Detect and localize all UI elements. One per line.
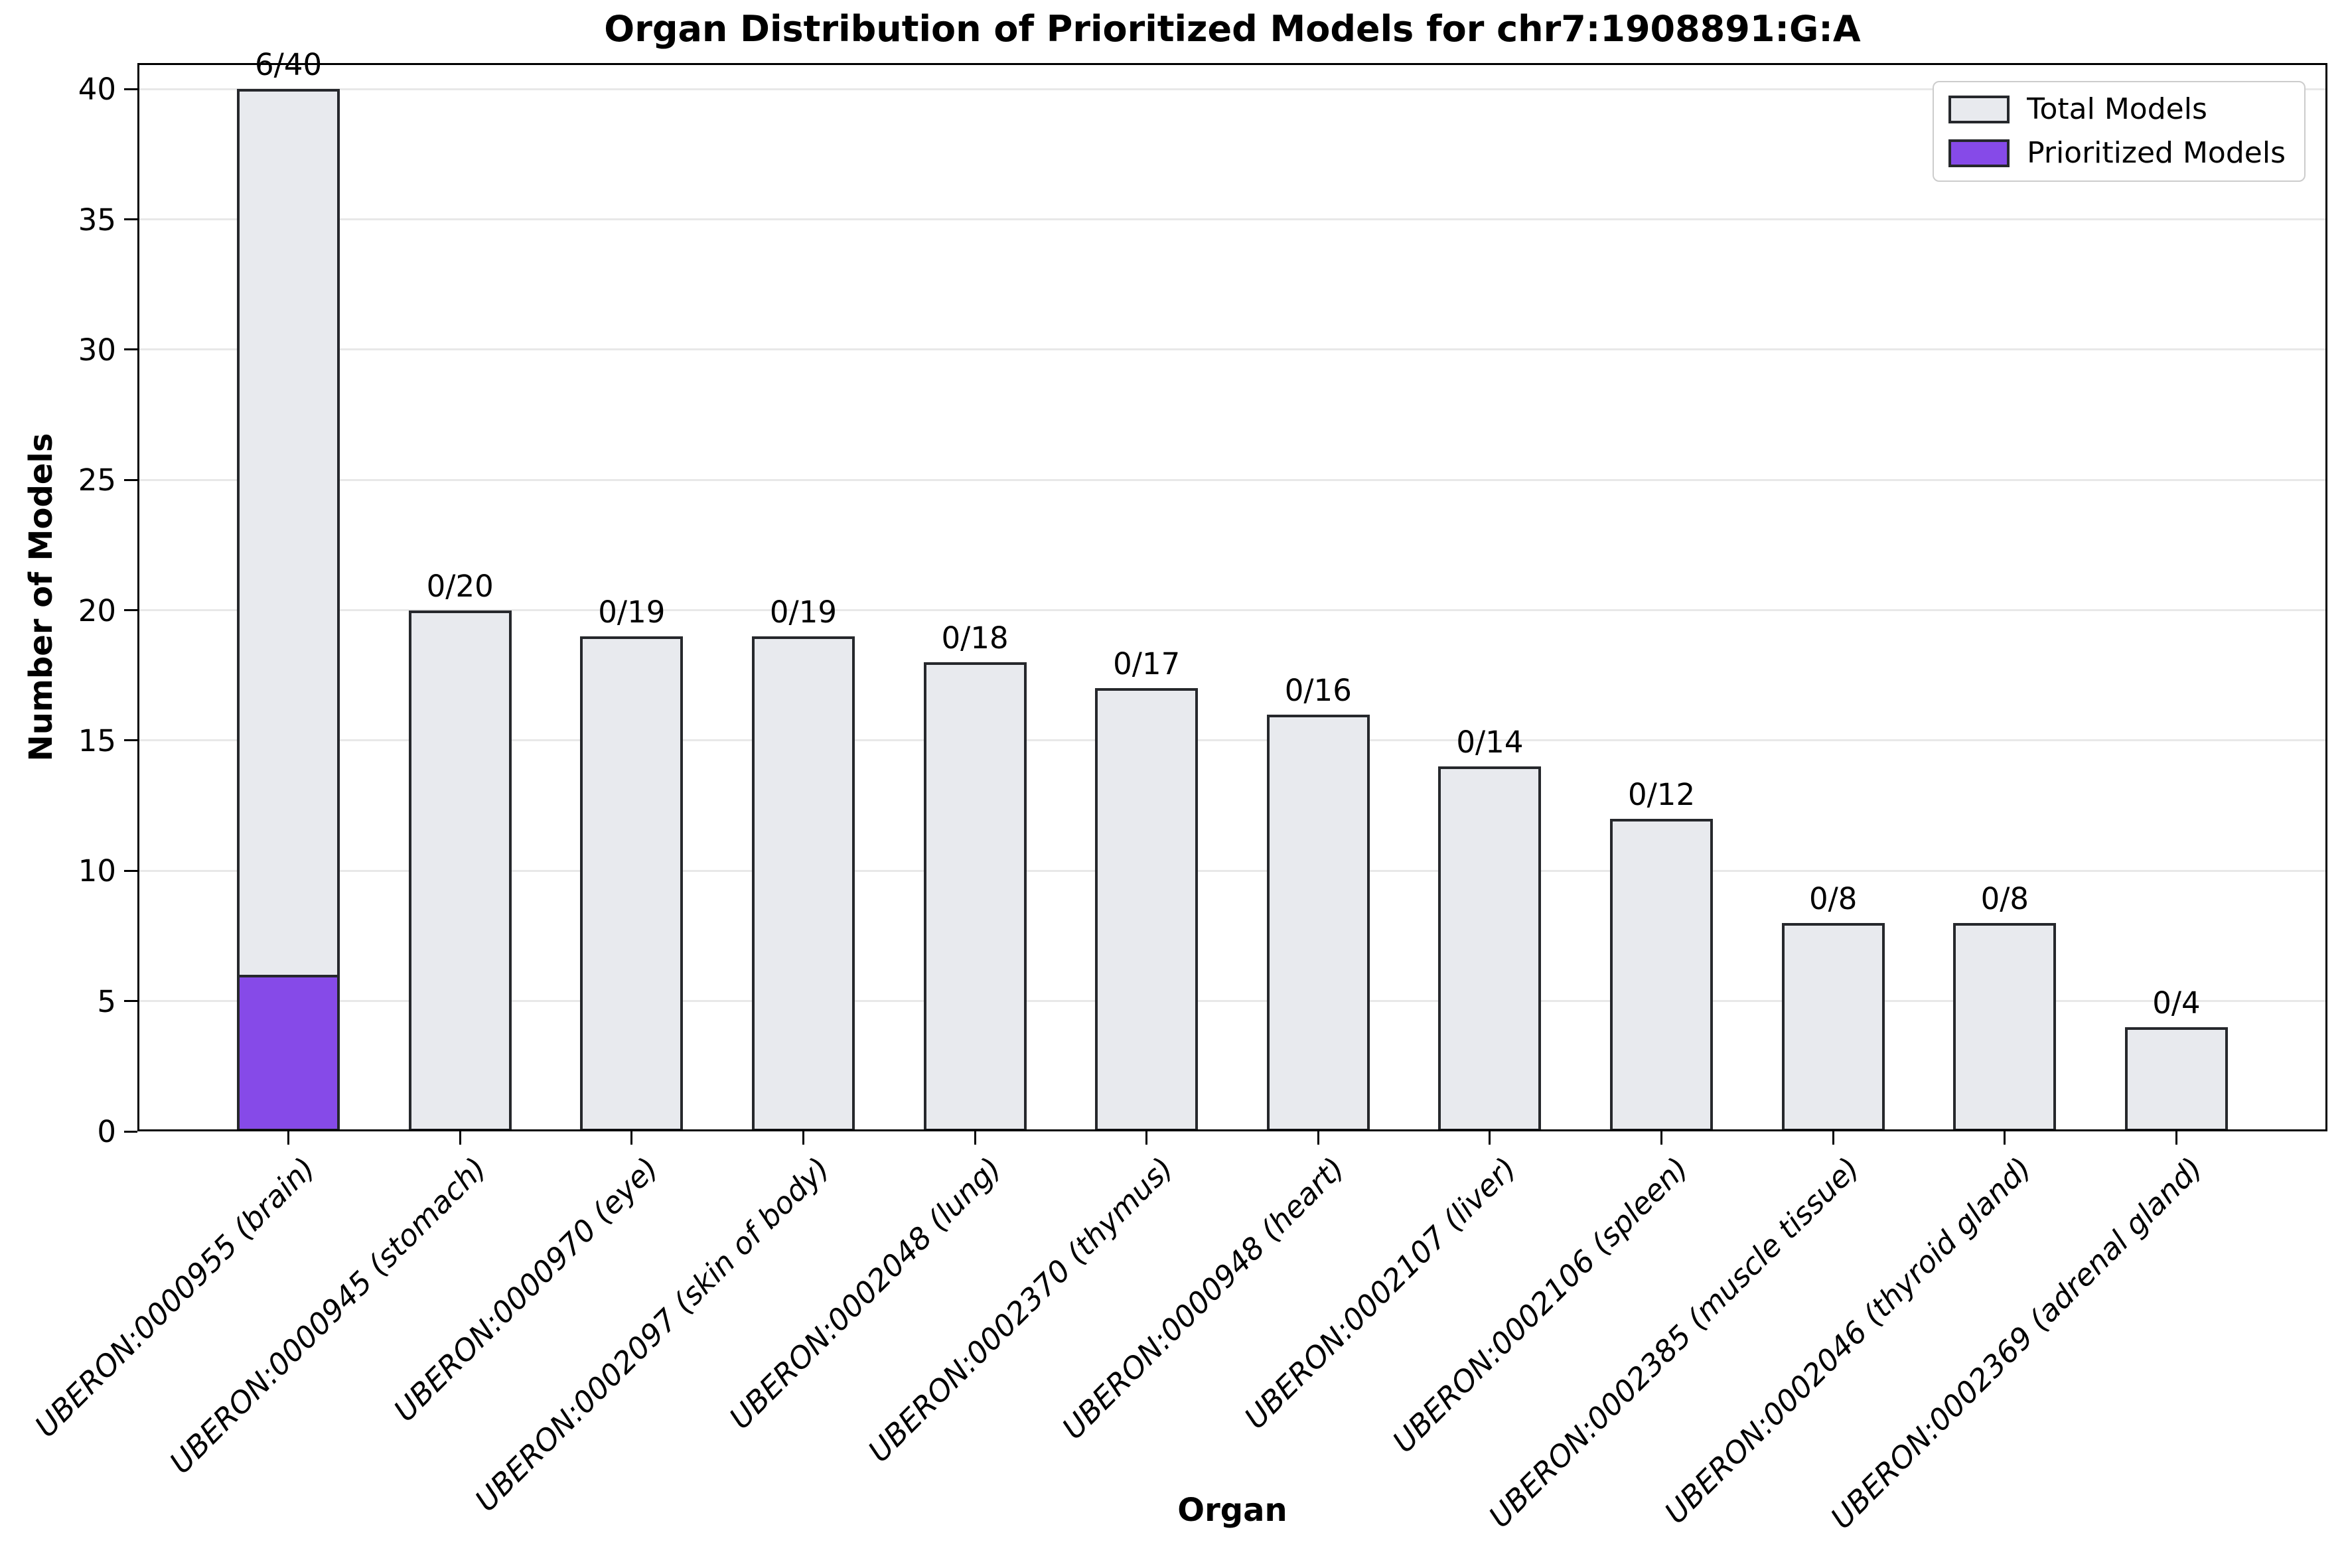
- y-tick-label: 30: [78, 332, 116, 368]
- x-tick-mark: [287, 1131, 290, 1145]
- x-tick-mark: [2004, 1131, 2006, 1145]
- y-tick-mark: [124, 869, 137, 872]
- x-tick-mark: [2175, 1131, 2177, 1145]
- y-tick-mark: [124, 478, 137, 481]
- chart-title: Organ Distribution of Prioritized Models…: [604, 8, 1861, 50]
- x-tick-mark: [1145, 1131, 1148, 1145]
- y-axis-title: Number of Models: [23, 433, 60, 762]
- x-tick-mark: [1660, 1131, 1663, 1145]
- y-tick-mark: [124, 88, 137, 90]
- x-tick-mark: [974, 1131, 976, 1145]
- x-axis-title: Organ: [1177, 1492, 1287, 1529]
- legend-label: Total Models: [2027, 92, 2207, 126]
- prioritized-models-swatch: [1948, 139, 2010, 167]
- y-tick-mark: [124, 1000, 137, 1003]
- y-tick-label: 40: [78, 72, 116, 107]
- y-tick-mark: [124, 739, 137, 742]
- legend: Total Models Prioritized Models: [1933, 81, 2306, 182]
- x-tick-mark: [1832, 1131, 1834, 1145]
- y-tick-mark: [124, 218, 137, 221]
- x-tick-mark: [1317, 1131, 1319, 1145]
- plot-area: Total Models Prioritized Models: [137, 63, 2327, 1131]
- y-tick-mark: [124, 609, 137, 612]
- y-tick-label: 0: [97, 1114, 116, 1149]
- total-models-swatch: [1948, 96, 2010, 123]
- y-tick-mark: [124, 1130, 137, 1133]
- x-tick-mark: [1489, 1131, 1491, 1145]
- x-tick-mark: [630, 1131, 633, 1145]
- legend-item-prioritized: Prioritized Models: [1948, 137, 2286, 170]
- y-tick-mark: [124, 348, 137, 351]
- y-tick-label: 35: [78, 202, 116, 238]
- legend-label: Prioritized Models: [2027, 136, 2286, 170]
- x-tick-mark: [802, 1131, 804, 1145]
- y-tick-label: 5: [97, 983, 116, 1019]
- y-tick-label: 10: [78, 853, 116, 889]
- legend-item-total: Total Models: [1948, 93, 2286, 126]
- x-tick-mark: [459, 1131, 461, 1145]
